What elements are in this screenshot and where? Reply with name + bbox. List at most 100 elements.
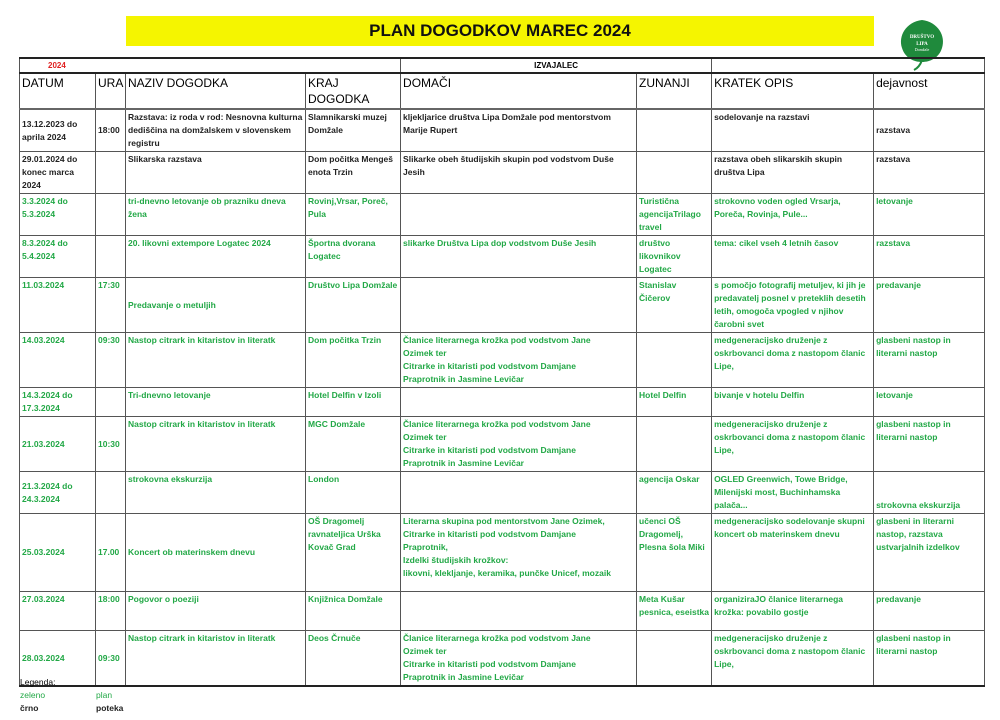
- cell-kratek-opis: tema: cikel vseh 4 letnih časov: [711, 235, 875, 278]
- cell-naziv-dogodka: Slikarska razstava: [125, 151, 306, 194]
- legend-key: črno: [20, 703, 39, 713]
- cell-kratek-opis: strokovno voden ogled Vrsarja, Poreča, R…: [711, 193, 875, 236]
- cell-ura: 18:00: [95, 591, 126, 631]
- header-domaci: DOMAČI: [400, 72, 638, 110]
- events-table: 2024 IZVAJALEC DATUM URA NAZIV DOGODKA KRAJ…: [18, 57, 986, 687]
- cell-kratek-opis: razstava obeh slikarskih skupin društva …: [711, 151, 875, 194]
- year-row: 2024 IZVAJALEC: [18, 57, 986, 74]
- table-row: 3.3.2024 do 5.3.2024 tri-dnevno letovanje…: [19, 193, 986, 236]
- legend-item-poteka: črno poteka: [20, 702, 123, 715]
- cell-zunanji: [636, 630, 713, 687]
- cell-ura: 18:00: [95, 108, 126, 152]
- cell-domaci: Članice literarnega krožka pod vodstvom …: [400, 416, 638, 472]
- cell-domaci: [400, 387, 638, 417]
- svg-text:LIPA: LIPA: [916, 42, 928, 47]
- cell-domaci: [400, 471, 638, 514]
- table-row: 14.03.2024 09:30 Nastop citrark in kitaris…: [19, 332, 986, 388]
- svg-text:Domžale: Domžale: [915, 47, 930, 52]
- cell-kraj-dogodka: London: [304, 471, 402, 514]
- cell-naziv-dogodka: Nastop citrark in kitaristov in literatk: [125, 416, 306, 472]
- header-ura: URA: [95, 72, 126, 110]
- cell-domaci: kljekljarice društva Lipa Domžale pod me…: [400, 108, 638, 152]
- cell-zunanji: Stanislav Čičerov: [636, 277, 713, 333]
- cell-zunanji: [636, 416, 713, 472]
- cell-naziv-dogodka: Razstava: iz roda v rod: Nesnovna kultur…: [125, 108, 306, 152]
- header-dejavnost: dejavnost: [873, 72, 986, 110]
- cell-kraj-dogodka: Slamnikarski muzej Domžale: [304, 108, 402, 152]
- cell-ura: 17.00: [95, 513, 126, 592]
- cell-kraj-dogodka: Knjižnica Domžale: [304, 591, 402, 631]
- cell-dejavnost: razstava: [873, 151, 986, 194]
- cell-naziv-dogodka: Koncert ob materinskem dnevu: [125, 513, 306, 592]
- header-row: DATUM URA NAZIV DOGODKA KRAJ DOGODKA DOMAČI Z…: [19, 72, 986, 110]
- cell-domaci: slikarke Društva Lipa dop vodstvom Duše …: [400, 235, 638, 278]
- cell-ura: 09:30: [95, 630, 126, 687]
- header-zunanji: ZUNANJI: [636, 72, 713, 110]
- cell-domaci: Članice literarnega krožka pod vodstvom …: [400, 630, 638, 687]
- cell-dejavnost: glasbeni nastop in literarni nastop: [873, 332, 986, 388]
- cell-kraj-dogodka: Rovinj,Vrsar, Poreč, Pula: [304, 193, 402, 236]
- cell-zunanji: Meta Kušar pesnica, eseistka: [636, 591, 713, 631]
- cell-datum: 11.03.2024: [19, 277, 96, 333]
- izvajalec-label: IZVAJALEC: [400, 57, 713, 74]
- cell-kratek-opis: medgeneracijsko sodelovanje skupni konce…: [711, 513, 875, 592]
- legend-item-plan: zeleno plan: [20, 689, 123, 702]
- cell-kraj-dogodka: Društvo Lipa Domžale: [304, 277, 402, 333]
- cell-zunanji: učenci OŠ Dragomelj, Plesna šola Miki: [636, 513, 713, 592]
- cell-ura: 09:30: [95, 332, 126, 388]
- cell-zunanji: agencija Oskar: [636, 471, 713, 514]
- cell-datum: 14.3.2024 do 17.3.2024: [19, 387, 96, 417]
- table-row: 21.3.2024 do 24.3.2024 strokovna ekskurzi…: [19, 471, 986, 514]
- cell-datum: 14.03.2024: [19, 332, 96, 388]
- header-datum: DATUM: [19, 72, 96, 110]
- cell-kraj-dogodka: OŠ Dragomelj ravnateljica Urška Kovač Gr…: [304, 513, 402, 592]
- cell-zunanji: [636, 108, 713, 152]
- cell-datum: 21.03.2024: [19, 416, 96, 472]
- cell-ura: [95, 235, 126, 278]
- cell-ura: 10:30: [95, 416, 126, 472]
- cell-dejavnost: glasbeni in literarni nastop, razstava u…: [873, 513, 986, 592]
- cell-naziv-dogodka: strokovna ekskurzija: [125, 471, 306, 514]
- cell-datum: 13.12.2023 do aprila 2024: [19, 108, 96, 152]
- cell-dejavnost: predavanje: [873, 277, 986, 333]
- svg-text:DRUŠTVO: DRUŠTVO: [910, 34, 934, 40]
- legend-title: Legenda:: [20, 677, 56, 687]
- cell-kratek-opis: medgeneracijsko druženje z oskrbovanci d…: [711, 630, 875, 687]
- header-naziv-dogodka: NAZIV DOGODKA: [125, 72, 306, 110]
- cell-datum: 28.03.2024: [19, 630, 96, 687]
- table-row: 14.3.2024 do 17.3.2024 Tri-dnevno letovan…: [19, 387, 986, 417]
- cell-dejavnost: glasbeni nastop in literarni nastop: [873, 630, 986, 687]
- legend: Legenda: zeleno plan črno poteka: [20, 676, 123, 715]
- cell-ura: [95, 193, 126, 236]
- header-kratek-opis: KRATEK OPIS: [711, 72, 875, 110]
- cell-ura: 17:30: [95, 277, 126, 333]
- cell-datum: 8.3.2024 do 5.4.2024: [19, 235, 96, 278]
- cell-domaci: [400, 193, 638, 236]
- cell-kratek-opis: s pomočjo fotografij metuljev, ki jih je…: [711, 277, 875, 333]
- legend-key: zeleno: [20, 690, 46, 700]
- table-row: 11.03.2024 17:30 Predavanje o metuljih Druš…: [19, 277, 986, 333]
- legend-value: plan: [96, 690, 113, 700]
- cell-domaci: [400, 277, 638, 333]
- cell-dejavnost: razstava: [873, 108, 986, 152]
- cell-kraj-dogodka: MGC Domžale: [304, 416, 402, 472]
- cell-dejavnost: strokovna ekskurzija: [873, 471, 986, 514]
- cell-kratek-opis: organiziraJO članice literarnega krožka:…: [711, 591, 875, 631]
- header-kraj-dogodka: KRAJ DOGODKA: [304, 72, 402, 110]
- cell-naziv-dogodka: 20. likovni extempore Logatec 2024: [125, 235, 306, 278]
- cell-dejavnost: razstava: [873, 235, 986, 278]
- cell-domaci: Literarna skupina pod mentorstvom Jane O…: [400, 513, 638, 592]
- cell-ura: [95, 471, 126, 514]
- cell-dejavnost: letovanje: [873, 387, 986, 417]
- table-row: 27.03.2024 18:00 Pogovor o poeziji Knjižnic…: [19, 591, 986, 631]
- cell-datum: 29.01.2024 do konec marca 2024: [19, 151, 96, 194]
- cell-datum: 21.3.2024 do 24.3.2024: [19, 471, 96, 514]
- cell-domaci: Slikarke obeh študijskih skupin pod vods…: [400, 151, 638, 194]
- cell-kratek-opis: medgeneracijsko druženje z oskrbovanci d…: [711, 332, 875, 388]
- cell-datum: 25.03.2024: [19, 513, 96, 592]
- cell-kratek-opis: medgeneracijsko druženje z oskrbovanci d…: [711, 416, 875, 472]
- cell-datum: 27.03.2024: [19, 591, 96, 631]
- cell-datum: 3.3.2024 do 5.3.2024: [19, 193, 96, 236]
- cell-kraj-dogodka: Športna dvorana Logatec: [304, 235, 402, 278]
- page-title: PLAN DOGODKOV MAREC 2024: [126, 16, 874, 46]
